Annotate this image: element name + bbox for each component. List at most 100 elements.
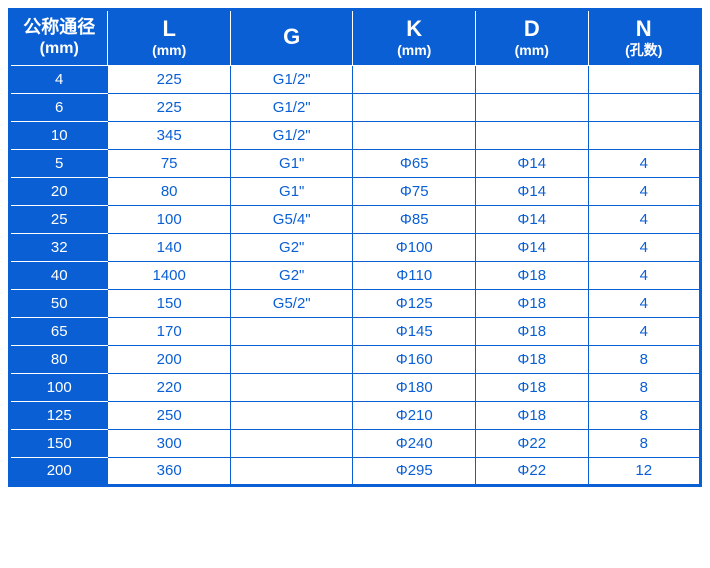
cell: 8 [588,429,701,457]
cell [588,93,701,121]
cell: Φ22 [476,457,588,485]
cell: Φ14 [476,205,588,233]
col-header-main: N [591,17,698,41]
cell [476,93,588,121]
cell [230,345,353,373]
row-label: 5 [10,149,108,177]
cell [353,93,476,121]
table-body: 4225G1/2"6225G1/2"10345G1/2"575G1"Φ65Φ14… [10,65,701,485]
table-row: 150300Φ240Φ228 [10,429,701,457]
cell: 150 [108,289,231,317]
cell: 8 [588,345,701,373]
row-label: 100 [10,373,108,401]
cell: Φ110 [353,261,476,289]
cell: G1/2" [230,93,353,121]
table-row: 575G1"Φ65Φ144 [10,149,701,177]
col-header-K: K (mm) [353,10,476,66]
cell: Φ160 [353,345,476,373]
cell: 250 [108,401,231,429]
cell: 220 [108,373,231,401]
cell [588,121,701,149]
row-label: 25 [10,205,108,233]
col-header-main: L [110,17,228,41]
cell: 12 [588,457,701,485]
spec-table: 公称通径 (mm) L (mm) G K (mm) D (mm) N (孔数) [8,8,702,487]
table-row: 100220 Φ180Φ188 [10,373,701,401]
cell: Φ210 [353,401,476,429]
cell: 4 [588,205,701,233]
row-label: 65 [10,317,108,345]
cell [588,65,701,93]
cell: Φ240 [353,429,476,457]
cell: G2" [230,233,353,261]
col-header-D: D (mm) [476,10,588,66]
cell: 140 [108,233,231,261]
cell: Φ85 [353,205,476,233]
cell: 360 [108,457,231,485]
cell [230,317,353,345]
cell [230,457,353,485]
cell: Φ65 [353,149,476,177]
cell: 1400 [108,261,231,289]
cell: 300 [108,429,231,457]
cell: G5/2" [230,289,353,317]
cell: 8 [588,401,701,429]
table-row: 4225G1/2" [10,65,701,93]
col-header-L: L (mm) [108,10,231,66]
cell: 4 [588,149,701,177]
table-row: 50150G5/2"Φ125Φ184 [10,289,701,317]
header-row: 公称通径 (mm) L (mm) G K (mm) D (mm) N (孔数) [10,10,701,66]
cell: 225 [108,65,231,93]
cell: Φ75 [353,177,476,205]
cell: Φ125 [353,289,476,317]
col-header-main: K [355,17,473,41]
table-row: 80200Φ160Φ188 [10,345,701,373]
cell: G2" [230,261,353,289]
table-row: 6225G1/2" [10,93,701,121]
cell: G5/4" [230,205,353,233]
table-row: 32140G2"Φ100Φ144 [10,233,701,261]
table-row: 125250Φ210Φ188 [10,401,701,429]
cell: 100 [108,205,231,233]
cell [353,65,476,93]
row-label: 10 [10,121,108,149]
cell: 225 [108,93,231,121]
cell: Φ100 [353,233,476,261]
col-header-sub: (mm) [355,43,473,58]
row-label: 20 [10,177,108,205]
row-label: 32 [10,233,108,261]
col-header-main: D [478,17,585,41]
row-label: 6 [10,93,108,121]
cell: Φ18 [476,317,588,345]
cell [353,121,476,149]
col-header-nominal: 公称通径 (mm) [10,10,108,66]
row-label: 80 [10,345,108,373]
cell: Φ18 [476,373,588,401]
cell: 200 [108,345,231,373]
table-row: 2080G1"Φ75Φ144 [10,177,701,205]
table-row: 200360Φ295Φ2212 [10,457,701,485]
table-row: 401400G2"Φ110Φ184 [10,261,701,289]
cell: 4 [588,317,701,345]
cell: 4 [588,233,701,261]
row-label: 125 [10,401,108,429]
col-header-sub: (mm) [110,43,228,58]
cell: 4 [588,261,701,289]
cell [476,121,588,149]
cell: 4 [588,177,701,205]
cell: 4 [588,289,701,317]
col-header-main: 公称通径 [13,18,105,38]
cell: Φ180 [353,373,476,401]
row-label: 40 [10,261,108,289]
cell [230,401,353,429]
cell: G1/2" [230,65,353,93]
cell: 75 [108,149,231,177]
cell: Φ22 [476,429,588,457]
cell: 170 [108,317,231,345]
cell: Φ14 [476,149,588,177]
cell [230,429,353,457]
row-label: 200 [10,457,108,485]
table-row: 10345G1/2" [10,121,701,149]
col-header-N: N (孔数) [588,10,701,66]
cell: 8 [588,373,701,401]
